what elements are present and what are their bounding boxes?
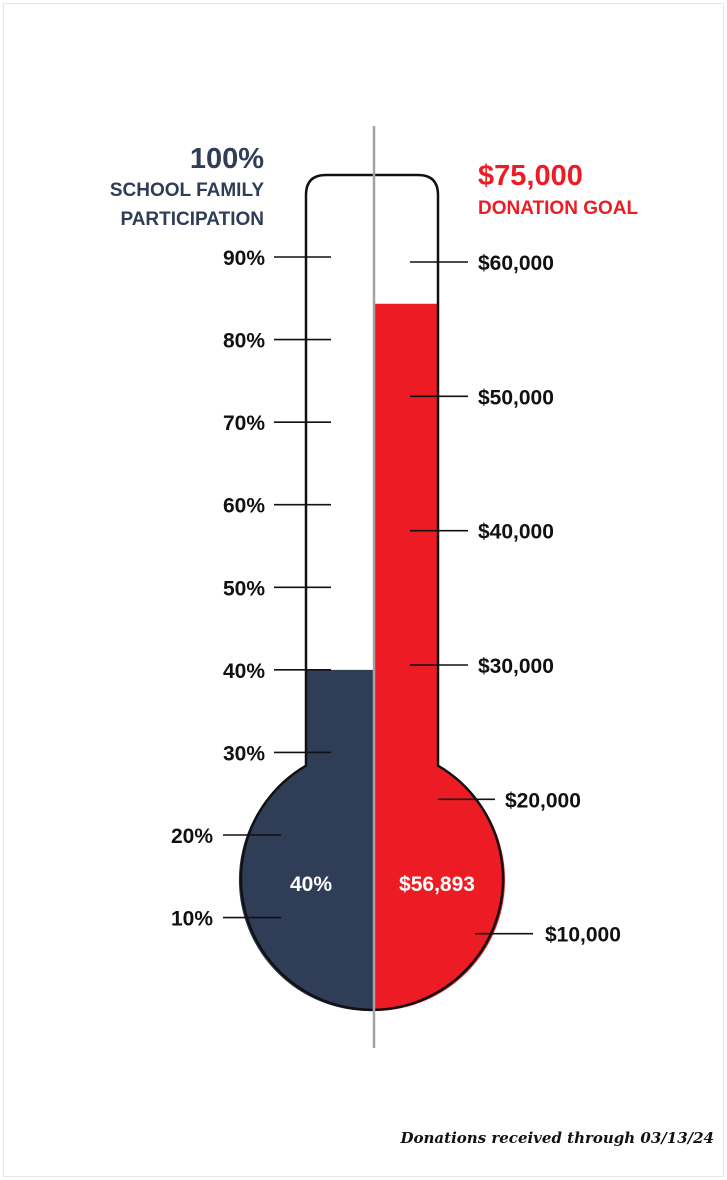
participation-goal-value: 100% xyxy=(190,143,264,175)
donation-current-label: $56,893 xyxy=(399,873,475,896)
participation-tick-label: 20% xyxy=(171,825,213,848)
donation-tick-label: $60,000 xyxy=(478,252,554,275)
participation-tick-label: 10% xyxy=(171,908,213,931)
participation-tick-label: 90% xyxy=(223,247,265,270)
participation-tick-label: 80% xyxy=(223,330,265,353)
participation-goal-label-line1: SCHOOL FAMILY xyxy=(110,180,264,201)
donation-goal-value: $75,000 xyxy=(478,160,583,192)
donation-tick-label: $30,000 xyxy=(478,655,554,678)
donation-tick-label: $10,000 xyxy=(545,924,621,947)
footnote: Donations received through 03/13/24 xyxy=(400,1129,714,1147)
participation-ticks: 90% 80% 70% 60% 50% 40% 30% 20% 10% xyxy=(171,247,331,931)
participation-tick-label: 70% xyxy=(223,412,265,435)
donation-tick-label: $20,000 xyxy=(505,789,581,812)
participation-tick-label: 30% xyxy=(223,742,265,765)
participation-fill xyxy=(238,669,374,1012)
donation-ticks: $60,000 $50,000 $40,000 $30,000 $20,000 $10,0… xyxy=(410,252,621,947)
donation-goal-label: DONATION GOAL xyxy=(478,198,638,219)
participation-tick-label: 60% xyxy=(223,495,265,518)
participation-goal-label-line2: PARTICIPATION xyxy=(120,209,264,230)
donation-tick-label: $50,000 xyxy=(478,386,554,409)
participation-tick-label: 40% xyxy=(223,660,265,683)
donation-tick-label: $40,000 xyxy=(478,521,554,544)
participation-tick-label: 50% xyxy=(223,577,265,600)
participation-current-label: 40% xyxy=(290,873,332,896)
donation-fill xyxy=(374,303,505,1011)
thermometer-outline xyxy=(239,173,505,1012)
